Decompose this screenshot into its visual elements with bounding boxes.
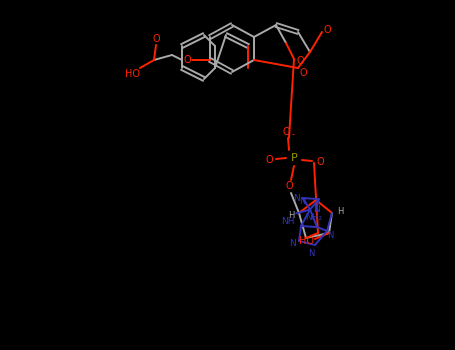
Text: NH: NH	[281, 217, 295, 226]
Text: O: O	[183, 55, 191, 65]
Text: N: N	[290, 238, 296, 247]
Text: O: O	[152, 34, 160, 44]
Text: O: O	[323, 25, 331, 35]
Text: O: O	[299, 68, 307, 78]
Text: N: N	[308, 248, 314, 258]
Text: H: H	[337, 206, 343, 216]
Text: HO: HO	[299, 236, 314, 246]
Text: O: O	[296, 56, 304, 66]
Text: N: N	[327, 231, 333, 240]
Text: HO: HO	[125, 69, 140, 79]
Text: NH₂: NH₂	[305, 212, 322, 222]
Text: N: N	[299, 197, 305, 206]
Text: O: O	[282, 127, 290, 137]
Text: N: N	[293, 194, 300, 203]
Text: O: O	[285, 181, 293, 191]
Text: -: -	[292, 131, 294, 140]
Text: O: O	[265, 155, 273, 165]
Text: H: H	[288, 210, 294, 219]
Text: P: P	[291, 153, 298, 163]
Text: O: O	[316, 157, 324, 167]
Text: N: N	[313, 205, 319, 214]
